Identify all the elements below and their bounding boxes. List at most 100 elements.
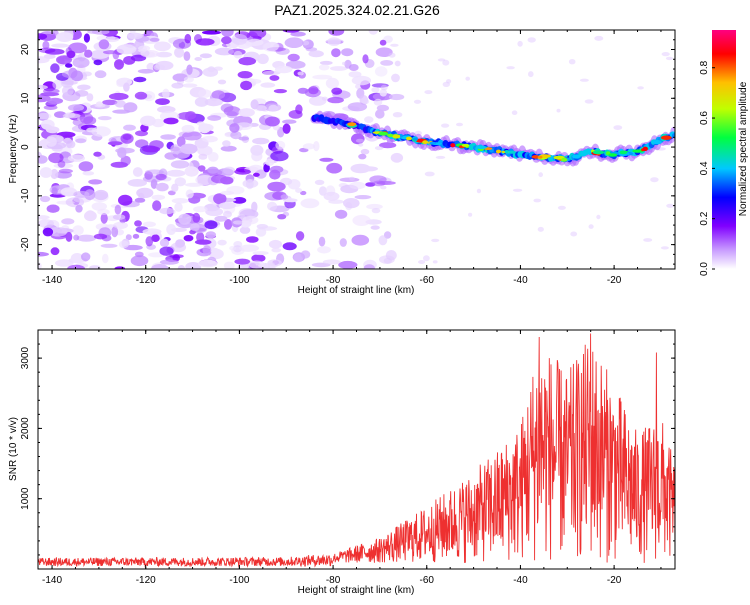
spectrogram-noise-blob <box>263 163 270 173</box>
spectrogram-noise-blob <box>238 136 249 141</box>
spectrogram-noise-blob <box>174 47 185 58</box>
spectrogram-noise-blob <box>137 69 154 74</box>
spectrogram-noise-blob <box>390 152 404 163</box>
spectrogram-noise-blob <box>325 77 339 89</box>
spectrogram-noise-blob <box>613 125 623 130</box>
spectrogram-noise-blob <box>51 187 58 195</box>
spectrogram-noise-blob <box>424 171 435 177</box>
snr-panel: -140 -120 -100 -80 -60 -40 -20 1000 2000 3000 He… <box>8 329 676 596</box>
spectrogram-noise-blob <box>268 104 279 112</box>
spectrogram-noise-blob <box>321 96 328 101</box>
spectrogram-noise-blob <box>138 45 151 52</box>
colorbar-gradient <box>712 30 736 269</box>
spectrogram-noise-blob <box>145 169 164 175</box>
spectrogram-noise-blob <box>166 224 177 235</box>
spectrogram-noise-blob <box>370 225 380 230</box>
spectrogram-noise-blob <box>86 127 98 133</box>
spectrogram-noise-blob <box>135 130 148 137</box>
spectrogram-ridge-peak <box>476 145 487 149</box>
spectrogram-noise-blob <box>242 179 259 188</box>
spectrogram-noise-blob <box>252 251 269 256</box>
spectrogram-noise-blob <box>65 197 85 208</box>
spectrogram-noise-blob <box>182 131 202 141</box>
spectrogram-noise-blob <box>256 224 268 229</box>
spectrogram-noise-blob <box>75 204 83 213</box>
spectrogram-noise-blob <box>84 49 93 58</box>
spectrogram-noise-blob <box>238 108 255 117</box>
spectrogram-noise-blob <box>374 146 384 151</box>
spectrogram-noise-blob <box>43 54 56 59</box>
spectrogram-noise-blob <box>374 66 388 77</box>
spectrogram-noise-blob <box>178 213 192 225</box>
spectrogram-ridge-peak <box>608 153 618 157</box>
spectrogram-noise-blob <box>282 123 291 134</box>
spectrogram-noise-blob <box>251 254 266 263</box>
spectrogram-ridge-peak <box>347 122 357 127</box>
spectrogram-noise-blob <box>153 41 171 52</box>
spectrogram-noise-blob <box>584 99 594 104</box>
spectrogram-noise-blob <box>44 48 65 55</box>
spectrogram-x-axis: -140 -120 -100 -80 -60 -40 -20 <box>42 30 662 286</box>
spectrogram-noise-blob <box>220 145 237 152</box>
spectrogram-noise-blob <box>107 141 123 146</box>
spectrogram-noise-blob <box>72 57 90 68</box>
spectrogram-noise-blob <box>47 226 68 237</box>
spectrogram-noise-blob <box>149 37 160 42</box>
spectrogram-noise-blob <box>91 202 108 211</box>
spectrogram-noise-blob <box>351 234 370 246</box>
spectrogram-noise-blob <box>77 84 91 91</box>
spectrogram-noise-blob <box>205 231 216 239</box>
spectrogram-noise-blob <box>637 86 644 90</box>
spectrogram-noise-blob <box>217 79 227 85</box>
spectrogram-noise-blob <box>431 238 440 243</box>
spectrogram-noise-blob <box>318 236 326 247</box>
spectrogram-noise-blob <box>70 253 84 264</box>
spectrogram-noise-blob <box>130 255 149 267</box>
snr-line <box>38 333 675 568</box>
spectrogram-noise-blob <box>112 214 126 221</box>
spectrogram-noise-blob <box>171 198 189 204</box>
spectrogram-noise-blob <box>81 252 91 262</box>
spectrogram-ytick-label: -10 <box>20 188 31 203</box>
spectrogram-noise-blob <box>183 235 194 242</box>
snr-y-axis: 1000 2000 3000 <box>20 329 675 570</box>
spectrogram-noise-blob <box>268 262 276 269</box>
spectrogram-ylabel: Frequency (Hz) <box>8 115 19 184</box>
colorbar-tick-label: 0.0 <box>699 262 710 276</box>
spectrogram-noise-blob <box>111 226 119 238</box>
spectrogram-noise-blob <box>338 260 358 269</box>
spectrogram-noise-blob <box>334 209 348 219</box>
spectrogram-noise-blob <box>95 101 103 107</box>
spectrogram-noise-blob <box>366 203 383 210</box>
spectrogram-noise-blob <box>125 234 132 241</box>
spectrogram-noise-blob <box>343 198 360 209</box>
spectrogram-noise <box>38 30 674 269</box>
spectrogram-ridge-peak <box>422 140 429 145</box>
spectrogram-noise-blob <box>368 30 378 35</box>
spectrogram-noise-blob <box>339 238 347 247</box>
spectrogram-noise-blob <box>193 206 208 213</box>
spectrogram-noise-blob <box>230 131 242 140</box>
spectrogram-noise-blob <box>38 251 49 257</box>
spectrogram-noise-blob <box>47 97 63 105</box>
spectrogram-noise-blob <box>96 34 116 42</box>
spectrogram-xtick-label: -40 <box>513 275 528 286</box>
spectrogram-noise-blob <box>171 82 184 89</box>
spectrogram-noise-blob <box>66 50 76 59</box>
spectrogram-noise-blob <box>220 190 235 196</box>
spectrogram-noise-blob <box>185 262 202 269</box>
spectrogram-noise-blob <box>38 215 50 220</box>
spectrogram-noise-blob <box>257 53 269 65</box>
spectrogram-noise-blob <box>50 168 59 180</box>
spectrogram-noise-blob <box>38 33 48 40</box>
spectrogram-noise-blob <box>468 212 473 217</box>
spectrogram-noise-blob <box>68 42 87 54</box>
spectrogram-noise-blob <box>246 236 259 243</box>
spectrogram-noise-blob <box>50 247 60 256</box>
spectrogram-ridge-peak <box>561 157 568 162</box>
spectrogram-noise-blob <box>383 257 392 264</box>
spectrogram-noise-blob <box>183 76 194 83</box>
spectrogram-noise-blob <box>277 214 287 220</box>
spectrogram-noise-blob <box>371 208 381 214</box>
